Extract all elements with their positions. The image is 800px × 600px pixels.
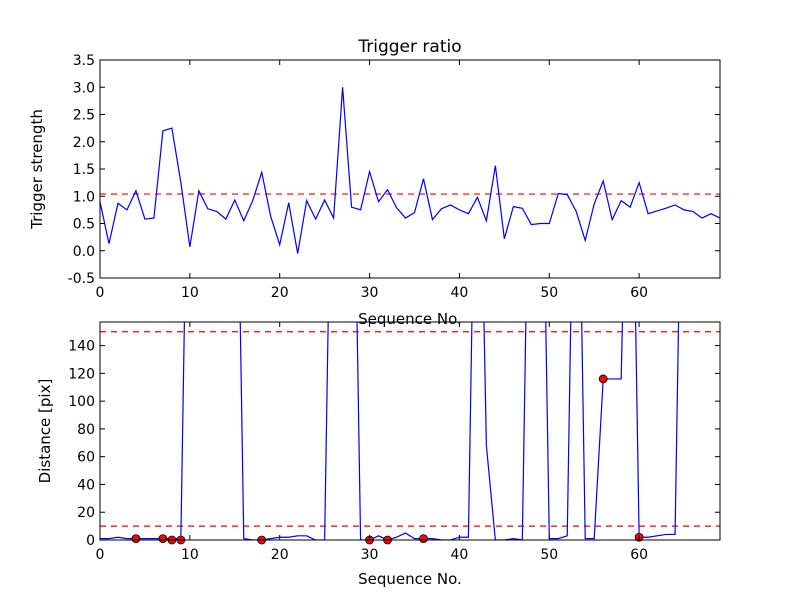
bottom-x-axis-label: Sequence No.: [358, 570, 462, 588]
bottom-x-tick-label-2: 20: [271, 547, 289, 563]
bottom-marker-7: [419, 534, 428, 544]
top-y-tick-label-5: 2.0: [73, 135, 95, 151]
bottom-x-tick-label-1: 10: [181, 547, 199, 563]
bottom-marker-8: [598, 374, 608, 384]
top-x-tick-label-3: 30: [361, 285, 379, 301]
bottom-y-tick-label-3: 60: [77, 450, 95, 466]
top-y-tick-label-0: -0.5: [68, 271, 95, 287]
top-y-tick-label-8: 3.5: [73, 53, 95, 69]
bottom-marker-0: [131, 534, 141, 544]
top-y-axis-label: Trigger strength: [28, 109, 46, 230]
top-y-tick-label-1: 0.0: [73, 244, 95, 260]
bottom-y-tick-label-4: 80: [77, 422, 95, 438]
bottom-y-tick-label-2: 40: [77, 477, 95, 493]
top-x-tick-label-1: 10: [181, 285, 199, 301]
top-chart: Trigger ratio 0 10 20 30 40 50 60 -0.5 0.0 0.5 1.0…: [28, 37, 721, 328]
top-x-tick-label-2: 20: [271, 285, 289, 301]
top-y-tick-label-3: 1.0: [73, 189, 95, 205]
bottom-y-tick-label-1: 20: [77, 505, 95, 521]
bottom-x-tick-label-3: 30: [361, 547, 379, 563]
bottom-marker-1: [158, 534, 168, 544]
bottom-x-tick-label-4: 40: [451, 547, 469, 563]
bottom-y-tick-label-5: 100: [68, 394, 95, 410]
top-y-tick-label-4: 1.5: [73, 162, 95, 178]
top-x-axis-label: Sequence No.: [358, 310, 462, 328]
top-x-tick-label-4: 40: [451, 285, 469, 301]
bottom-y-axis-label: Distance [pix]: [36, 379, 54, 484]
top-x-tick-label-0: 0: [96, 285, 105, 301]
top-x-tick-label-6: 60: [630, 285, 648, 301]
bottom-y-tick-label-7: 140: [68, 339, 95, 355]
bottom-series-line: [100, 322, 680, 540]
bottom-x-tick-label-6: 60: [630, 547, 648, 563]
bottom-chart: 0 10 20 30 40 50 60 0 20 40 60 80 100 120 140 Sequence…: [36, 321, 721, 588]
bottom-plot-area: 0 10 20 30 40 50 60 0 20 40 60 80 100 120 140: [68, 321, 721, 563]
top-y-tick-label-7: 3.0: [73, 80, 95, 96]
bottom-y-tick-label-0: 0: [86, 533, 95, 549]
bottom-x-tick-label-5: 50: [540, 547, 558, 563]
top-y-tick-label-6: 2.5: [73, 108, 95, 124]
top-y-tick-label-2: 0.5: [73, 217, 95, 233]
bottom-y-tick-label-6: 120: [68, 366, 95, 382]
top-series-line: [100, 87, 720, 254]
top-plot-area: 0 10 20 30 40 50 60 -0.5 0.0 0.5 1.0 1.5 2.0 2.5 3.0 3.…: [68, 53, 721, 301]
top-x-tick-label-5: 50: [540, 285, 558, 301]
top-chart-title: Trigger ratio: [357, 37, 461, 57]
bottom-x-tick-label-0: 0: [96, 547, 105, 563]
bottom-axes-frame: [99, 321, 721, 541]
